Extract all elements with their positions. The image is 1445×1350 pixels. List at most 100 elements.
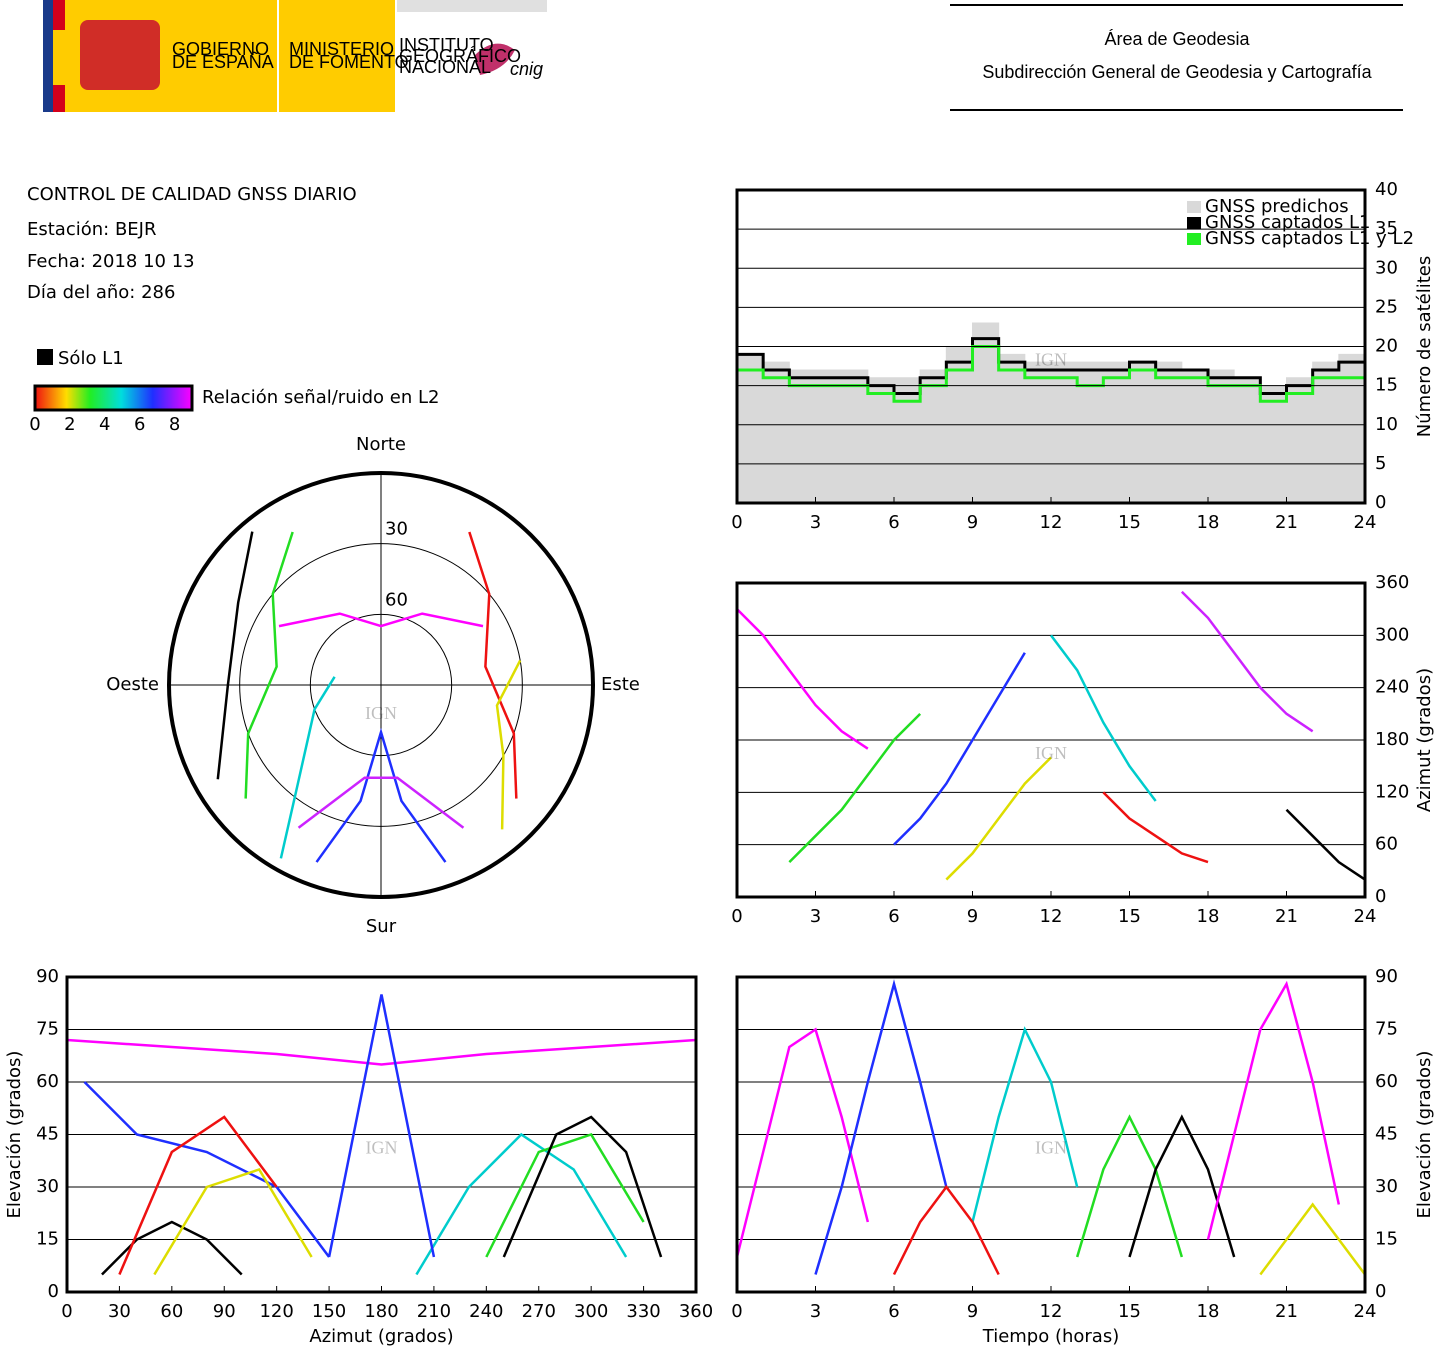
report-title: CONTROL DE CALIDAD GNSS DIARIO [27, 184, 357, 205]
track [1049, 634, 1157, 802]
track [495, 659, 522, 830]
logo-text: DE ESPAÑA [172, 51, 274, 72]
track [1102, 791, 1209, 864]
y-tick-label: 5 [1375, 453, 1386, 474]
y-axis-label: Elevación (grados) [1414, 1051, 1435, 1219]
track [279, 676, 336, 859]
legend-swatch [1187, 201, 1201, 213]
x-tick-label: 21 [1275, 906, 1298, 927]
y-axis-label: Azimut (grados) [1414, 668, 1435, 812]
track [101, 1220, 243, 1276]
y-tick-label: 120 [1375, 781, 1409, 802]
direction-label: Sur [366, 916, 397, 937]
logo-text: MINISTERIO [289, 39, 394, 59]
colorbar-tick-label: 4 [99, 414, 110, 435]
y-tick-label: 0 [1375, 1281, 1386, 1302]
x-tick-label: 9 [967, 1301, 978, 1322]
x-tick-label: 270 [522, 1301, 556, 1322]
x-tick-label: 0 [61, 1301, 72, 1322]
x-tick-label: 9 [967, 906, 978, 927]
x-tick-label: 3 [810, 1301, 821, 1322]
y-tick-label: 30 [1375, 1176, 1398, 1197]
y-tick-label: 60 [1375, 1071, 1398, 1092]
watermark: IGN [1035, 743, 1067, 763]
plot-border [167, 471, 595, 899]
track [315, 727, 447, 863]
x-tick-label: 15 [1118, 906, 1141, 927]
track [814, 979, 948, 1275]
x-axis-label: Tiempo (horas) [982, 1326, 1120, 1347]
track [971, 1026, 1079, 1223]
legend-swatch [1187, 233, 1201, 245]
legend-label: Sólo L1 [58, 348, 124, 369]
x-axis-label: Azimut (grados) [309, 1326, 453, 1347]
date: Fecha: 2018 10 13 [27, 251, 195, 272]
y-tick-label: 240 [1375, 677, 1409, 698]
plot-border [735, 188, 1367, 505]
track [893, 652, 1026, 846]
legend-swatch [1187, 217, 1201, 229]
x-tick-label: 360 [679, 1301, 713, 1322]
watermark: IGN [1035, 350, 1067, 370]
y-axis-label: Número de satélites [1414, 256, 1435, 438]
r-tick-label: 30 [385, 519, 408, 540]
logo-text: INSTITUTO [399, 35, 494, 55]
y-tick-label: 180 [1375, 729, 1409, 750]
plot-border [735, 975, 1367, 1294]
y-tick-label: 25 [1375, 296, 1398, 317]
colorbar-tick-label: 6 [134, 414, 145, 435]
track [297, 776, 465, 829]
x-tick-label: 6 [888, 906, 899, 927]
grid-ring [309, 613, 453, 757]
track [83, 1081, 331, 1258]
track [118, 1115, 278, 1275]
day-of-year: Día del año: 286 [27, 282, 175, 303]
track [1259, 1202, 1367, 1276]
y-tick-label: 0 [1375, 492, 1386, 513]
x-tick-label: 3 [810, 906, 821, 927]
x-tick-label: 18 [1197, 512, 1220, 533]
track [415, 1132, 628, 1276]
y-tick-label: 15 [36, 1229, 59, 1250]
x-tick-label: 180 [364, 1301, 398, 1322]
track [485, 1132, 645, 1258]
legend-label: GNSS captados L1 [1205, 212, 1370, 233]
track [216, 531, 254, 780]
plot-border [735, 581, 1367, 899]
watermark: IGN [1035, 1138, 1067, 1158]
track [278, 612, 484, 628]
colorbar-tick-label: 0 [29, 414, 40, 435]
watermark: IGN [366, 1138, 398, 1158]
x-tick-label: 30 [108, 1301, 131, 1322]
y-tick-label: 30 [1375, 257, 1398, 278]
x-tick-label: 24 [1354, 1301, 1377, 1322]
logo-text: GOBIERNO [172, 39, 269, 59]
y-tick-label: 45 [36, 1124, 59, 1145]
track [66, 1038, 697, 1066]
x-tick-label: 18 [1197, 906, 1220, 927]
legend-label: GNSS captados L1 y L2 [1205, 228, 1414, 249]
x-tick-label: 0 [731, 512, 742, 533]
y-axis-label: Elevación (grados) [4, 1051, 25, 1219]
x-tick-label: 90 [213, 1301, 236, 1322]
y-tick-label: 20 [1375, 336, 1398, 357]
track [244, 531, 294, 799]
logo-text: DE FOMENTO [289, 52, 409, 72]
track [1075, 1114, 1184, 1258]
x-tick-label: 240 [469, 1301, 503, 1322]
r-tick-label: 60 [385, 589, 408, 610]
x-tick-label: 12 [1040, 1301, 1063, 1322]
x-tick-label: 21 [1275, 1301, 1298, 1322]
colorbar-tick-label: 2 [64, 414, 75, 435]
x-tick-label: 9 [967, 512, 978, 533]
y-tick-label: 90 [36, 966, 59, 987]
header-subtitle: Subdirección General de Geodesia y Carto… [982, 62, 1372, 82]
x-tick-label: 6 [888, 512, 899, 533]
logo-text: cnig [510, 59, 543, 79]
track [1180, 590, 1314, 733]
x-tick-label: 15 [1118, 1301, 1141, 1322]
x-tick-label: 21 [1275, 512, 1298, 533]
x-tick-label: 18 [1197, 1301, 1220, 1322]
track [502, 1115, 663, 1258]
